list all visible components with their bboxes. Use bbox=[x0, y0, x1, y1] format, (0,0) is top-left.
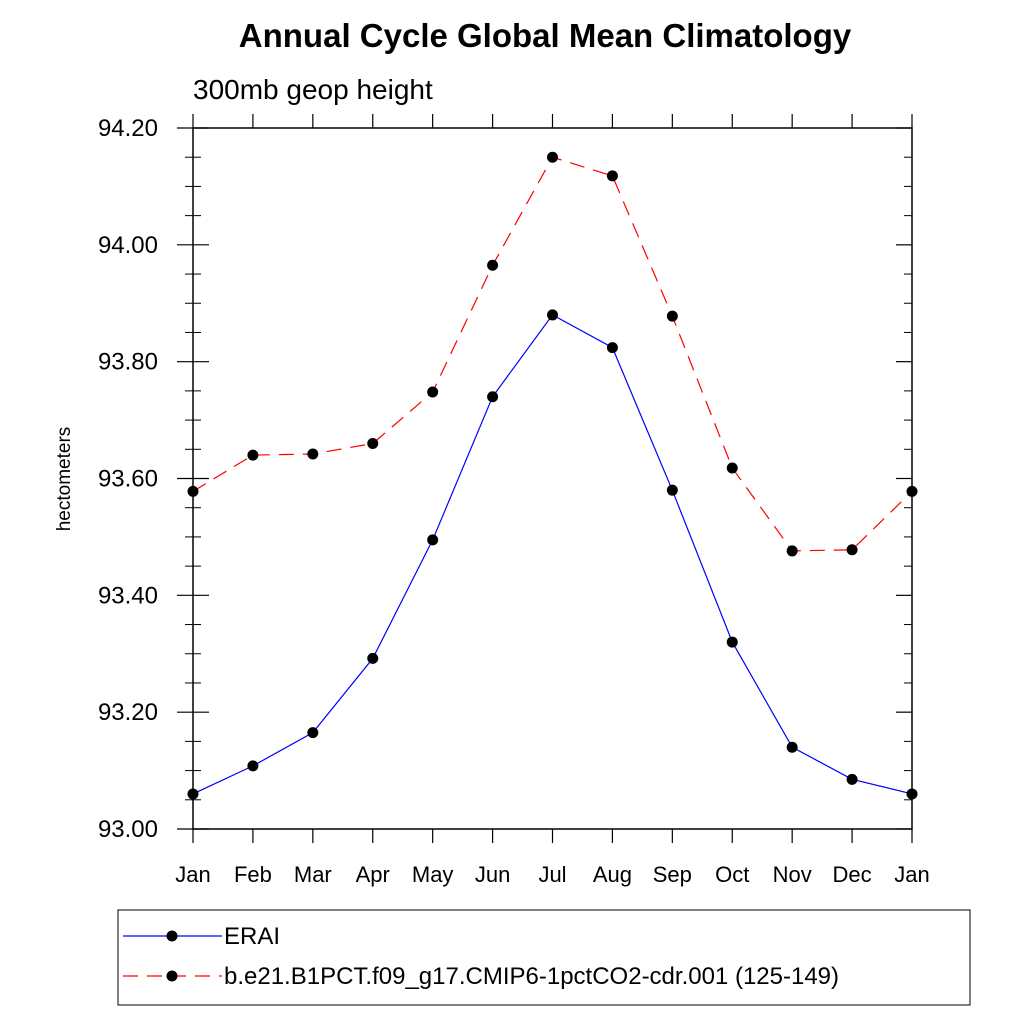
series-1-point bbox=[846, 544, 858, 556]
series-line-1 bbox=[192, 156, 913, 552]
x-tick-label: May bbox=[412, 862, 454, 887]
x-tick-label: Oct bbox=[715, 862, 749, 887]
series-1-point bbox=[187, 485, 199, 497]
y-tick-label: 94.00 bbox=[98, 232, 158, 259]
x-tick-label: Jun bbox=[475, 862, 510, 887]
series-0-point bbox=[427, 534, 439, 546]
series-0-point bbox=[547, 309, 558, 321]
y-tick-label: 93.00 bbox=[98, 816, 158, 843]
y-tick-labels: 93.00 93.20 93.40 93.60 93.80 94.00 94.20 bbox=[98, 115, 158, 843]
series-1-point bbox=[726, 462, 738, 474]
y-tick-label: 93.20 bbox=[98, 699, 158, 726]
plot-frame bbox=[192, 127, 913, 830]
chart-title: Annual Cycle Global Mean Climatology bbox=[239, 17, 852, 54]
series-0-point bbox=[247, 760, 259, 772]
legend-marker-erai bbox=[166, 930, 178, 942]
series-layer bbox=[187, 151, 918, 800]
y-axis-label: hectometers bbox=[54, 427, 75, 532]
series-0-point bbox=[906, 788, 918, 800]
series-1-point bbox=[307, 448, 319, 460]
x-tick-label: Jan bbox=[175, 862, 210, 887]
x-tick-labels: Jan Feb Mar Apr May Jun Jul Aug Sep Oct Nov Dec Jan bbox=[175, 862, 929, 887]
x-tick-label: Mar bbox=[294, 862, 332, 887]
series-0-point bbox=[487, 391, 499, 403]
series-0-point bbox=[786, 741, 798, 753]
series-0-point bbox=[846, 773, 858, 785]
y-tick-label: 94.20 bbox=[98, 115, 158, 142]
x-tick-label: Jul bbox=[538, 862, 566, 887]
series-0-point bbox=[666, 484, 678, 496]
chart-subtitle: 300mb geop height bbox=[193, 74, 433, 105]
series-1-point bbox=[606, 170, 618, 182]
series-1-point bbox=[666, 310, 678, 322]
series-1-point bbox=[786, 545, 798, 557]
y-tick-label: 93.40 bbox=[98, 582, 158, 609]
series-1-point bbox=[547, 151, 558, 163]
series-1-point bbox=[427, 386, 439, 398]
legend: ERAI b.e21.B1PCT.f09_g17.CMIP6-1pctCO2-c… bbox=[117, 909, 971, 1006]
legend-box bbox=[117, 909, 971, 1006]
series-1-point bbox=[487, 259, 499, 271]
series-1-point bbox=[367, 437, 379, 449]
series-0-point bbox=[606, 342, 618, 354]
legend-label-erai: ERAI bbox=[224, 923, 280, 950]
x-tick-label: Dec bbox=[833, 862, 872, 887]
x-tick-label: Aug bbox=[593, 862, 632, 887]
x-tick-label: Apr bbox=[356, 862, 390, 887]
series-0-point bbox=[726, 636, 738, 648]
series-0-point bbox=[367, 652, 379, 664]
x-tick-label: Feb bbox=[234, 862, 272, 887]
y-tick-label: 93.60 bbox=[98, 466, 158, 493]
x-tick-label: Nov bbox=[773, 862, 812, 887]
series-1-point bbox=[247, 449, 259, 461]
axis-ticks bbox=[177, 114, 913, 843]
y-tick-label: 93.80 bbox=[98, 349, 158, 376]
x-tick-label: Sep bbox=[653, 862, 692, 887]
legend-label-model: b.e21.B1PCT.f09_g17.CMIP6-1pctCO2-cdr.00… bbox=[224, 963, 839, 990]
x-tick-label: Jan bbox=[894, 862, 929, 887]
legend-marker-model bbox=[166, 970, 178, 982]
series-1-point bbox=[906, 485, 918, 497]
series-0-point bbox=[187, 788, 199, 800]
series-0-point bbox=[307, 727, 319, 739]
series-line-0 bbox=[192, 314, 913, 795]
